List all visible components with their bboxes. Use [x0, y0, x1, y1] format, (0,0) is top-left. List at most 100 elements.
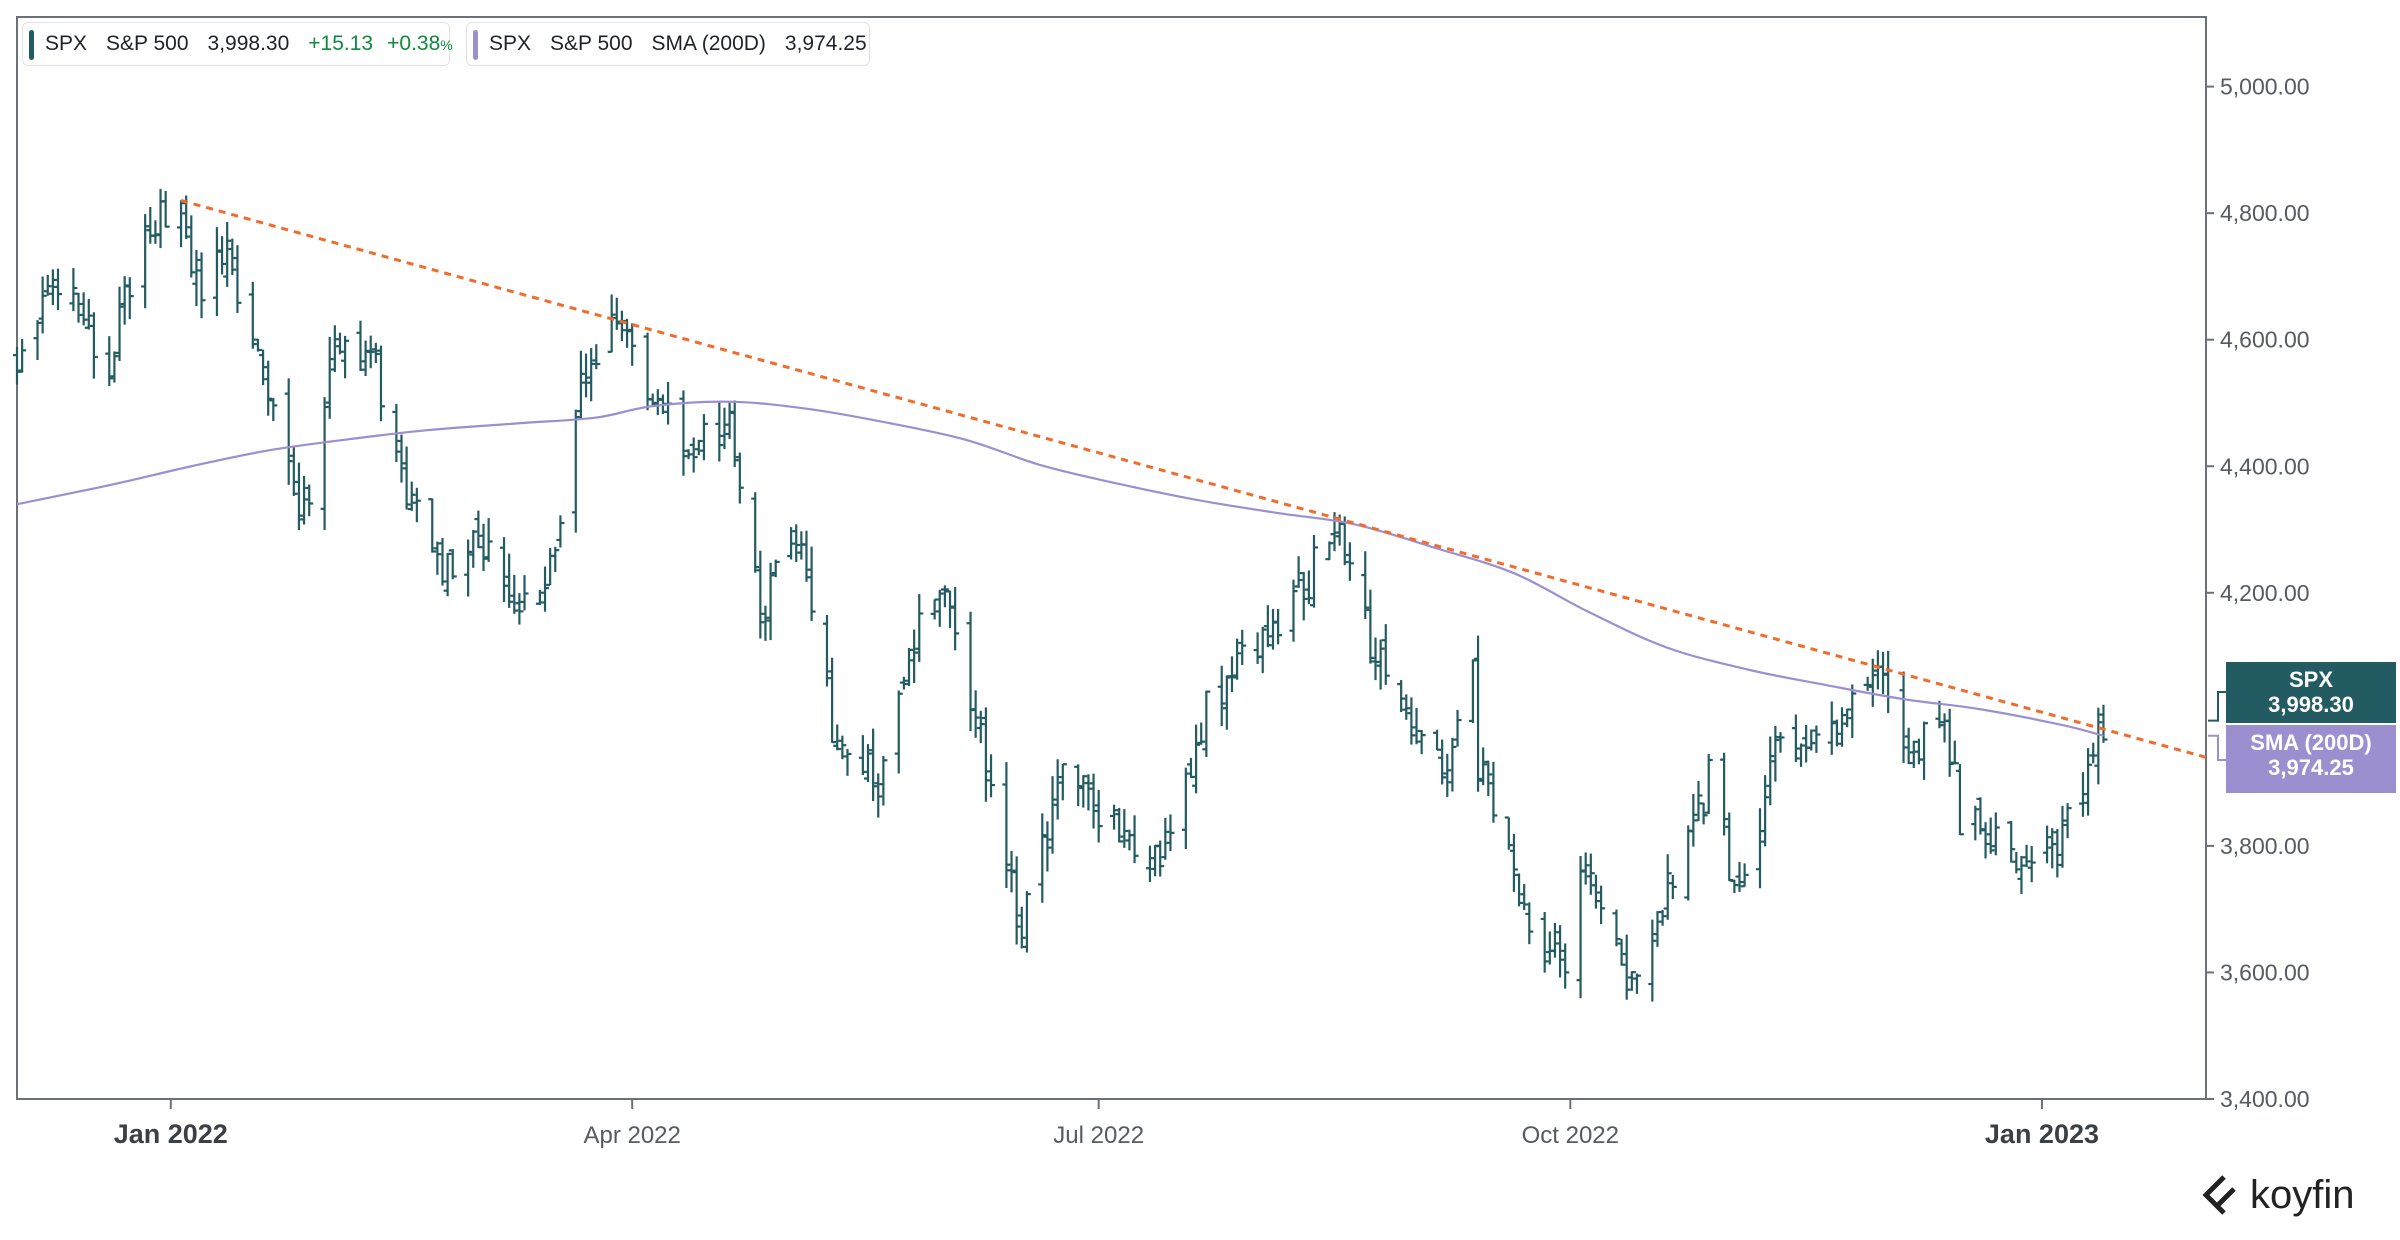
ohlc-bar: [833, 724, 842, 751]
ohlc-bar: [1904, 727, 1913, 765]
y-tick-label: 4,600.00: [2220, 327, 2310, 353]
ohlc-bar: [1053, 759, 1062, 820]
ohlc-bar: [1581, 852, 1590, 885]
y-tick-label: 3,800.00: [2220, 833, 2310, 859]
ohlc-bar: [443, 552, 452, 597]
legend-sma[interactable]: SPX S&P 500 SMA (200D) 3,974.25: [466, 22, 870, 66]
koyfin-brand[interactable]: koyfin: [2200, 1170, 2355, 1220]
ohlc-bar: [720, 407, 729, 450]
ohlc-bar: [223, 221, 232, 287]
ohlc-bar: [535, 589, 544, 605]
ohlc-bar: [1730, 879, 1739, 894]
ohlc-bar: [38, 276, 47, 334]
ohlc-bar: [1550, 923, 1559, 958]
legend-spx-value: 3,998.30: [207, 32, 290, 55]
ohlc-bar: [1940, 713, 1949, 743]
ohlc-bar: [858, 735, 867, 775]
ohlc-bar: [305, 484, 314, 517]
ohlc-bar: [981, 707, 990, 802]
x-tick-label: Jan 2022: [114, 1119, 228, 1149]
ohlc-bar: [571, 409, 580, 533]
ohlc-bar: [33, 320, 42, 361]
ohlc-bar: [105, 336, 114, 387]
ohlc-bar: [325, 337, 334, 419]
ohlc-bars: [13, 188, 2108, 1002]
ohlc-bar: [551, 546, 560, 572]
koyfin-logo-icon: [2202, 1175, 2236, 1215]
ohlc-bar: [735, 452, 744, 504]
ohlc-bar: [177, 200, 186, 248]
ohlc-bar: [1309, 535, 1318, 608]
ohlc-bar: [1622, 934, 1631, 1000]
ohlc-bar: [402, 446, 411, 510]
ohlc-bar: [1720, 752, 1729, 836]
ohlc-bar: [751, 492, 760, 573]
ohlc-bar: [1812, 725, 1821, 753]
ohlc-bar: [1991, 812, 2000, 856]
ohlc-bar: [946, 590, 955, 629]
legend-spx-change: +15.13: [308, 32, 374, 55]
ohlc-bar: [1658, 909, 1667, 926]
ohlc-bar: [1376, 639, 1385, 690]
y-tick-label: 3,400.00: [2220, 1086, 2310, 1112]
ohlc-bar: [1222, 675, 1231, 730]
ohlc-bar: [74, 292, 83, 323]
ohlc-bar: [320, 397, 329, 531]
ohlc-bar: [1217, 665, 1226, 727]
ohlc-bar: [1761, 775, 1770, 847]
ohlc-bar: [1832, 719, 1841, 747]
ohlc-bar: [79, 292, 88, 326]
ohlc-bar: [1479, 747, 1488, 786]
legend-spx-pct-sign: %: [440, 37, 453, 53]
ohlc-bar: [987, 754, 996, 798]
ohlc-bar: [2048, 828, 2057, 869]
ohlc-bar: [1125, 829, 1134, 851]
ohlc-bar: [679, 390, 688, 476]
sma-tag-label: SMA (200D): [2250, 730, 2372, 755]
ohlc-bar: [1074, 764, 1083, 807]
ohlc-bar: [1202, 690, 1211, 757]
ohlc-bar: [1838, 707, 1847, 747]
ohlc-bar: [607, 294, 616, 353]
brand-name: koyfin: [2250, 1172, 2355, 1217]
ohlc-bar: [1843, 708, 1852, 728]
x-tick-label: Apr 2022: [583, 1122, 680, 1149]
ohlc-bar: [1556, 925, 1565, 978]
ohlc-bar: [592, 344, 601, 370]
ohlc-bar: [284, 378, 293, 485]
ohlc-bar: [269, 397, 278, 422]
ohlc-bar: [2089, 742, 2098, 764]
ohlc-bar: [248, 281, 257, 349]
ohlc-bar: [115, 286, 124, 362]
ohlc-bar: [935, 589, 944, 627]
ohlc-bar: [1058, 763, 1067, 801]
ohlc-bar: [1725, 812, 1734, 882]
ohlc-bar: [1038, 813, 1047, 903]
ohlc-bar: [1653, 910, 1662, 947]
ohlc-bar: [438, 537, 447, 586]
ohlc-bar: [1412, 708, 1421, 745]
ohlc-bar: [1617, 938, 1626, 966]
legend-spx[interactable]: SPX S&P 500 3,998.30 +15.13 +0.38%: [22, 22, 453, 66]
ohlc-bar: [1012, 856, 1021, 945]
ohlc-bar: [582, 353, 591, 398]
ohlc-bar: [1735, 861, 1744, 892]
ohlc-bar: [1448, 737, 1457, 792]
ohlc-bar: [1115, 807, 1124, 843]
ohlc-bar: [863, 744, 872, 783]
ohlc-bar: [2084, 748, 2093, 816]
ohlc-bar: [879, 755, 888, 806]
ohlc-bar: [843, 748, 852, 776]
ohlc-bar: [1771, 725, 1780, 782]
ohlc-bar: [930, 598, 939, 620]
ohlc-bar: [576, 350, 585, 419]
ohlc-bar: [1043, 821, 1052, 872]
ohlc-bar: [838, 735, 847, 760]
ohlc-bar: [1540, 912, 1549, 973]
ohlc-bar: [1797, 743, 1806, 767]
ohlc-bar: [1468, 659, 1477, 724]
ohlc-bar: [520, 575, 529, 611]
ohlc-bar: [915, 594, 924, 662]
ohlc-bar: [253, 338, 262, 352]
